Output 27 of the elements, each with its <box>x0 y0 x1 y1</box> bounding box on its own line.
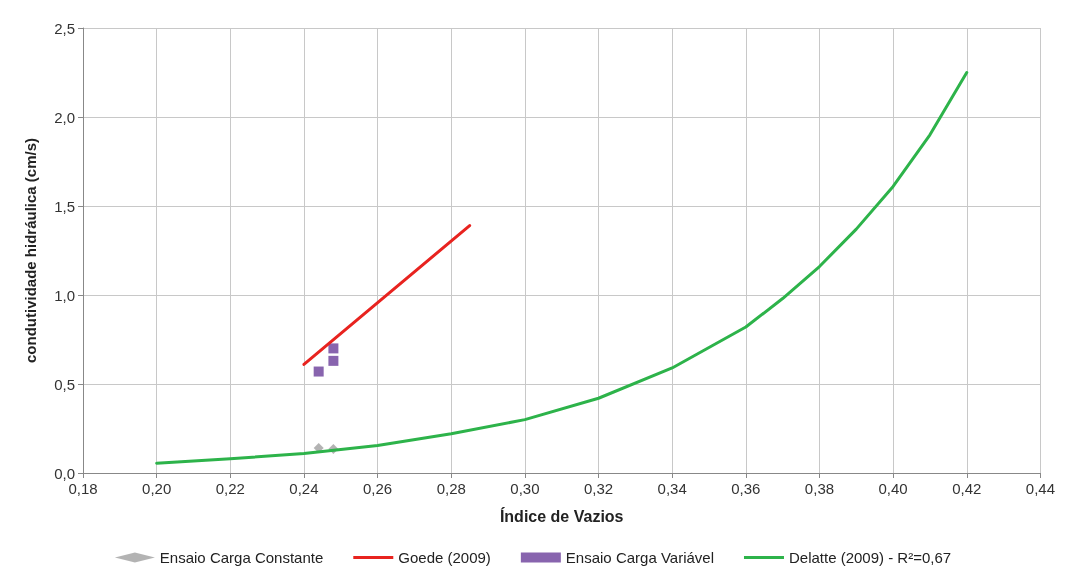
y-tick-label: 0,0 <box>54 464 75 482</box>
line-series <box>155 71 969 465</box>
x-tick-label: 0,28 <box>436 480 466 497</box>
y-tick-label: 1,5 <box>54 197 75 215</box>
legend-label: Goede (2009) <box>398 549 491 566</box>
y-tick-label: 1,0 <box>54 286 75 304</box>
legend-label: Ensaio Carga Variável <box>565 549 714 566</box>
x-tick-label: 0,24 <box>289 480 319 497</box>
legend-label: Ensaio Carga Constante <box>159 549 324 566</box>
x-tick-label: 0,22 <box>215 480 245 497</box>
y-axis-title: condutividade hidráulica (cm/s) <box>22 137 39 364</box>
x-tick-label: 0,32 <box>583 480 614 497</box>
y-tick-label: 0,5 <box>54 375 75 393</box>
x-tick-label: 0,20 <box>142 480 172 497</box>
x-tick-label: 0,40 <box>878 480 908 497</box>
legend-label: Delatte (2009) - R²=0,67 <box>788 549 952 566</box>
x-tick-label: 0,38 <box>804 480 835 497</box>
x-tick-label: 0,34 <box>657 480 687 497</box>
x-axis-title: Índice de Vazios <box>499 506 624 525</box>
x-tick-label: 0,18 <box>68 480 98 497</box>
x-tick-label: 0,36 <box>731 480 761 497</box>
x-tick-label: 0,26 <box>362 480 393 497</box>
x-tick-label: 0,44 <box>1025 480 1055 497</box>
x-tick-label: 0,30 <box>510 480 540 497</box>
y-tick-label: 2,5 <box>54 19 75 37</box>
y-tick-label: 2,0 <box>54 108 75 126</box>
x-tick-label: 0,42 <box>952 480 982 497</box>
